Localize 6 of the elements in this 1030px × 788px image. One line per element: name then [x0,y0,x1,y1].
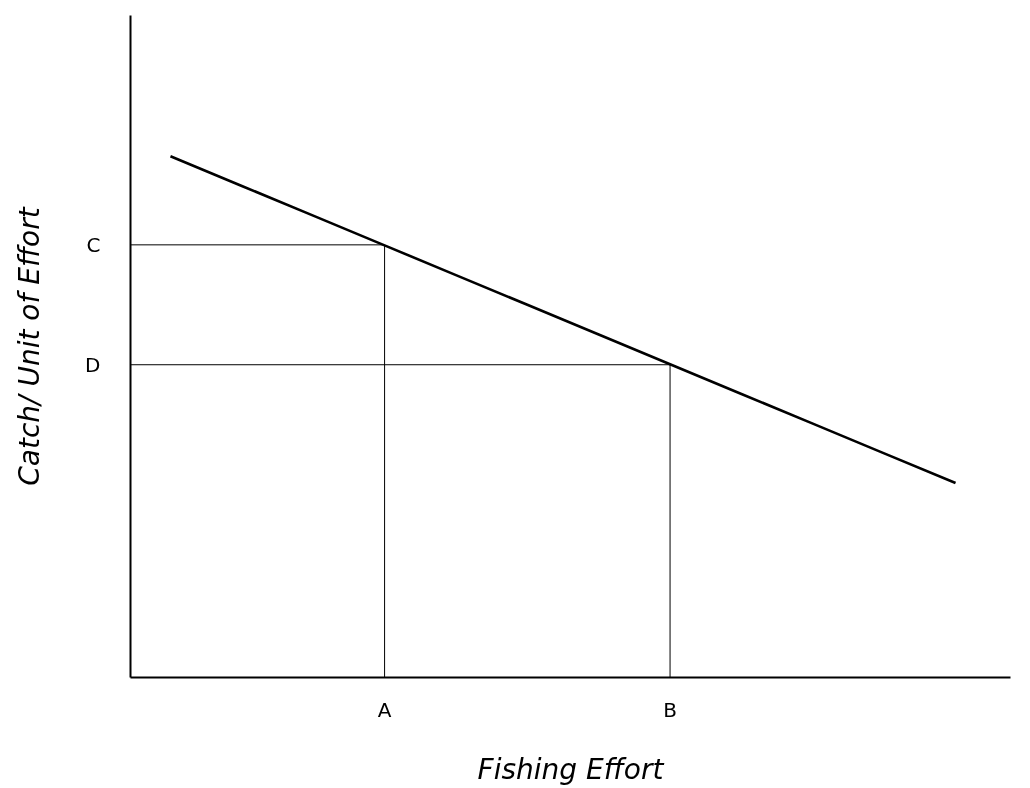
ref-line-label: C [86,232,101,257]
x-tick-label: B [663,697,677,722]
ref-line-label: D [85,352,101,377]
x-tick-label: A [377,697,392,722]
x-axis-title: Fishing Effort [477,752,665,786]
y-axis-title: Catch/ Unit of Effort [13,206,47,486]
